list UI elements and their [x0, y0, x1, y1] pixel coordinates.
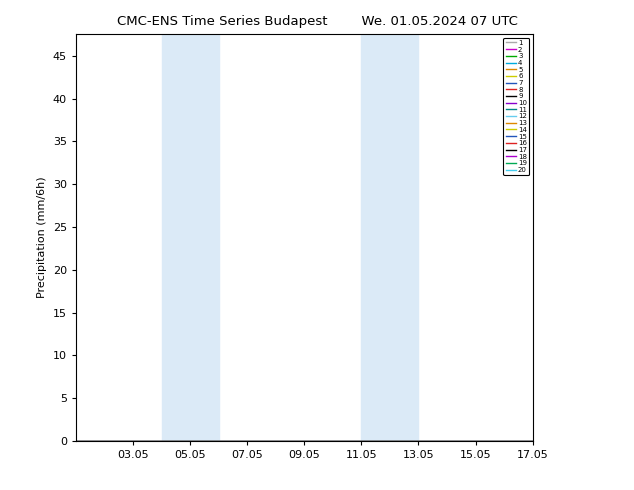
Legend: 1, 2, 3, 4, 5, 6, 7, 8, 9, 10, 11, 12, 13, 14, 15, 16, 17, 18, 19, 20: 1, 2, 3, 4, 5, 6, 7, 8, 9, 10, 11, 12, 1…: [503, 38, 529, 175]
Text: CMC-ENS Time Series Budapest        We. 01.05.2024 07 UTC: CMC-ENS Time Series Budapest We. 01.05.2…: [117, 15, 517, 28]
Bar: [361, 34, 418, 441]
Y-axis label: Precipitation (mm/6h): Precipitation (mm/6h): [37, 177, 48, 298]
Bar: [162, 34, 219, 441]
